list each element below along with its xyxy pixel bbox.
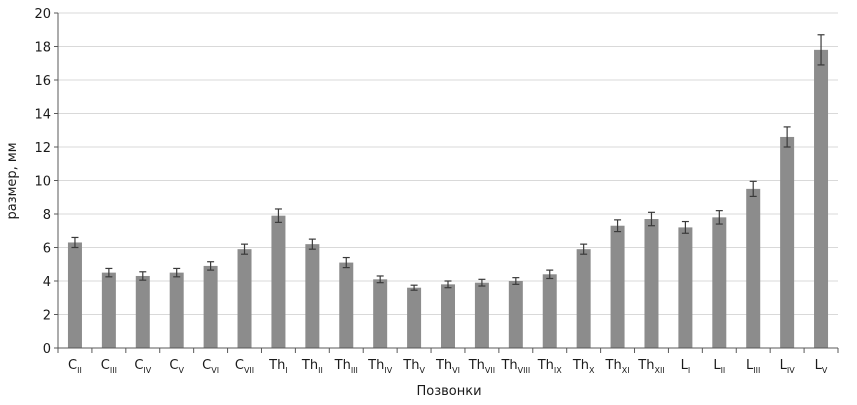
x-tick-label: ThVII bbox=[468, 358, 495, 375]
bar-l-iv bbox=[780, 136, 795, 348]
axes bbox=[54, 12, 839, 353]
bar-th-vi bbox=[441, 284, 455, 348]
x-tick-label: CIV bbox=[134, 358, 151, 375]
bar-l-iii bbox=[746, 188, 761, 348]
bar-c-vi bbox=[203, 265, 218, 348]
bar-th-ii bbox=[305, 244, 320, 348]
bar-th-i bbox=[271, 215, 286, 348]
bar-c-vii bbox=[237, 249, 252, 348]
x-tick-label: LIV bbox=[780, 358, 796, 375]
x-tick-label: CII bbox=[68, 358, 82, 375]
x-tick-label: ThIV bbox=[367, 358, 393, 375]
y-axis-title: размер, мм bbox=[5, 142, 20, 219]
x-tick-label: ThVIII bbox=[500, 358, 530, 375]
x-tick-label: ThX bbox=[572, 358, 595, 375]
y-tick-label: 16 bbox=[34, 74, 51, 89]
bar-th-ix bbox=[542, 274, 557, 348]
bar-th-v bbox=[407, 287, 422, 348]
y-tick-label: 6 bbox=[43, 242, 51, 257]
bar-c-ii bbox=[67, 242, 82, 348]
x-tick-label: ThXII bbox=[637, 358, 664, 375]
y-tick-label: 10 bbox=[34, 175, 51, 190]
bar-l-i bbox=[678, 227, 693, 348]
y-tick-label: 14 bbox=[34, 108, 51, 123]
bar-th-viii bbox=[508, 281, 523, 348]
x-axis-title: Позвонки bbox=[416, 384, 481, 399]
x-tick-label: LII bbox=[713, 358, 725, 375]
x-tick-label: CIII bbox=[101, 358, 117, 375]
bar-th-iv bbox=[373, 279, 388, 348]
bar-l-ii bbox=[712, 217, 727, 348]
gridlines bbox=[58, 12, 838, 315]
y-tick-label: 18 bbox=[34, 41, 51, 56]
x-tick-label: ThI bbox=[268, 358, 288, 375]
x-tick-label: ThII bbox=[301, 358, 323, 375]
x-tick-label: ThIX bbox=[537, 358, 563, 375]
y-tick-labels: 0 2 4 6 8 10 12 14 16 18 20 bbox=[34, 7, 51, 357]
y-tick-label: 4 bbox=[43, 275, 51, 290]
x-tick-label: ThVI bbox=[435, 358, 460, 375]
x-tick-label: ThXI bbox=[605, 358, 630, 375]
x-tick-label: CV bbox=[169, 358, 184, 375]
bar-th-vii bbox=[474, 282, 489, 348]
error-bars bbox=[71, 34, 825, 291]
x-tick-label: CVII bbox=[235, 358, 254, 375]
x-tick-label: LIII bbox=[746, 358, 760, 375]
x-tick-label: ThIII bbox=[334, 358, 358, 375]
bar-c-v bbox=[169, 272, 184, 348]
x-tick-label: LV bbox=[815, 358, 828, 375]
y-tick-label: 2 bbox=[43, 309, 51, 324]
x-tick-label: CVI bbox=[202, 358, 219, 375]
bar-th-xi bbox=[610, 225, 625, 348]
bar-c-iii bbox=[101, 272, 116, 348]
x-tick-labels: CII CIII CIV CV CVI CVII ThI ThII ThIII ThIV ThV Th… bbox=[68, 358, 828, 375]
bars bbox=[67, 49, 829, 348]
bar-c-iv bbox=[135, 275, 150, 348]
bar-th-iii bbox=[339, 262, 354, 348]
y-tick-label: 12 bbox=[34, 141, 51, 156]
bar-th-x bbox=[576, 249, 591, 348]
y-tick-label: 20 bbox=[34, 7, 51, 22]
bar-l-v bbox=[814, 49, 829, 348]
bar-th-xii bbox=[644, 219, 659, 348]
x-tick-label: LI bbox=[681, 358, 691, 375]
y-tick-label: 0 bbox=[43, 342, 51, 357]
x-tick-label: ThV bbox=[402, 358, 425, 375]
y-tick-label: 8 bbox=[43, 208, 51, 223]
